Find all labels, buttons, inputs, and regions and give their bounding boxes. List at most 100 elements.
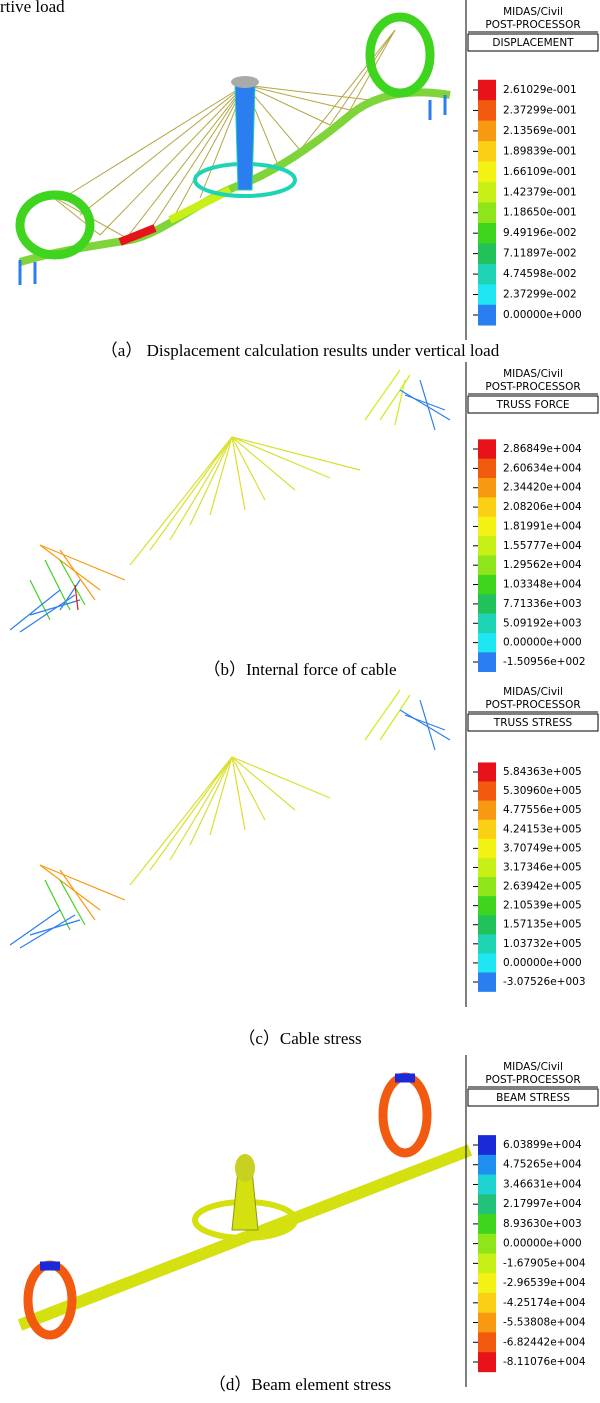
legend-level: -1.50956e+002	[503, 656, 586, 668]
legend-level: -8.11076e+004	[503, 1356, 586, 1368]
legend-level: 4.24153e+005	[503, 823, 582, 835]
legend-swatch	[478, 1135, 496, 1155]
legend-level: 1.81991e+004	[503, 520, 582, 532]
legend-quantity: BEAM STRESS	[496, 1092, 570, 1104]
legend-swatch	[478, 439, 496, 459]
legend-swatch	[478, 915, 496, 934]
legend-swatch	[478, 594, 496, 614]
legend-swatch	[478, 1313, 496, 1333]
legend-swatch	[478, 182, 496, 203]
legend-swatch	[478, 1273, 496, 1293]
legend-level: 2.86849e+004	[503, 443, 582, 455]
legend-swatch	[478, 575, 496, 595]
legend-module: POST-PROCESSOR	[485, 699, 580, 711]
caption: （c）Cable stress	[238, 1029, 361, 1048]
legend-swatch	[478, 1352, 496, 1372]
legend-swatch	[478, 614, 496, 634]
legend-level: 2.37299e-002	[503, 289, 577, 301]
legend-level: 7.11897e-002	[503, 248, 577, 260]
legend-software: MIDAS/Civil	[503, 6, 563, 18]
caption: （b）Internal force of cable	[203, 660, 396, 679]
figure: rtive load	[0, 0, 600, 1403]
legend-level: 1.03348e+004	[503, 579, 582, 591]
legend-swatch	[478, 497, 496, 517]
legend-level: 2.37299e-001	[503, 104, 577, 116]
legend-level: 3.70749e+005	[503, 842, 582, 854]
legend-level: 7.71336e+003	[503, 598, 582, 610]
legend-level: 1.66109e-001	[503, 166, 577, 178]
legend-swatch	[478, 1332, 496, 1352]
legend-level: 1.29562e+004	[503, 559, 582, 571]
legend-level: 4.77556e+005	[503, 804, 582, 816]
legend-level: 1.42379e-001	[503, 186, 577, 198]
legend-swatch	[478, 223, 496, 244]
legend-level: 2.63942e+005	[503, 881, 582, 893]
legend-swatch	[478, 1234, 496, 1254]
legend-swatch	[478, 934, 496, 953]
model-beam-stress	[20, 1077, 470, 1335]
caption: （d）Beam element stress	[209, 1375, 391, 1394]
caption: （a） Displacement calculation results und…	[101, 341, 500, 360]
legend-software: MIDAS/Civil	[503, 1061, 563, 1073]
legend-level: 2.08206e+004	[503, 501, 582, 513]
legend-level: 0.00000e+000	[503, 637, 582, 649]
legend-level: -1.67905e+004	[503, 1257, 586, 1269]
legend-swatch	[478, 243, 496, 264]
legend-level: 1.03732e+005	[503, 938, 582, 950]
legend-level: 4.75265e+004	[503, 1159, 582, 1171]
legend-swatch	[478, 203, 496, 224]
legend-level: 2.10539e+005	[503, 900, 582, 912]
legend-module: POST-PROCESSOR	[485, 381, 580, 393]
legend-level: 3.17346e+005	[503, 861, 582, 873]
legend-swatch	[478, 652, 496, 672]
legend-swatch	[478, 284, 496, 305]
legend-level: 2.13569e-001	[503, 125, 577, 137]
legend-module: POST-PROCESSOR	[485, 1074, 580, 1086]
legend-swatch	[478, 762, 496, 781]
legend-swatch	[478, 782, 496, 801]
legend-level: 9.49196e-002	[503, 227, 577, 239]
legend-level: 2.61029e-001	[503, 84, 577, 96]
legend-swatch	[478, 1214, 496, 1234]
legend-swatch	[478, 100, 496, 121]
legend-swatch	[478, 1194, 496, 1214]
legend-swatch	[478, 1293, 496, 1313]
legend-swatch	[478, 877, 496, 896]
legend-swatch	[478, 141, 496, 162]
legend-swatch	[478, 478, 496, 498]
legend-swatch	[478, 305, 496, 326]
legend-level: -6.82442e+004	[503, 1336, 586, 1348]
legend-level: 2.17997e+004	[503, 1198, 582, 1210]
legend-swatch	[478, 953, 496, 972]
legend-level: 1.55777e+004	[503, 540, 582, 552]
legend-quantity: TRUSS STRESS	[493, 717, 573, 729]
legend-level: 6.03899e+004	[503, 1139, 582, 1151]
legend-swatch	[478, 264, 496, 285]
legend-level: 1.57135e+005	[503, 919, 582, 931]
legend-swatch	[478, 459, 496, 479]
legend-swatch	[478, 517, 496, 537]
legend-software: MIDAS/Civil	[503, 368, 563, 380]
legend-swatch	[478, 972, 496, 991]
legend-software: MIDAS/Civil	[503, 686, 563, 698]
legend-level: 2.60634e+004	[503, 462, 582, 474]
legend-swatch	[478, 162, 496, 183]
legend-level: 0.00000e+000	[503, 309, 582, 321]
legend-swatch	[478, 1175, 496, 1195]
legend-swatch	[478, 633, 496, 653]
legend-quantity: TRUSS FORCE	[495, 399, 569, 411]
legend-level: 8.93630e+003	[503, 1218, 582, 1230]
legend-module: POST-PROCESSOR	[485, 19, 580, 31]
legend-level: 5.30960e+005	[503, 785, 582, 797]
legend-level: -4.25174e+004	[503, 1297, 586, 1309]
legend-level: 0.00000e+000	[503, 957, 582, 969]
model-displacement	[20, 17, 450, 285]
legend-swatch	[478, 121, 496, 142]
legend-level: -3.07526e+003	[503, 976, 586, 988]
legend-swatch	[478, 801, 496, 820]
legend-level: 1.18650e-001	[503, 207, 577, 219]
model-truss-stress	[10, 690, 450, 948]
legend-swatch	[478, 536, 496, 556]
legend-swatch	[478, 839, 496, 858]
legend-swatch	[478, 820, 496, 839]
